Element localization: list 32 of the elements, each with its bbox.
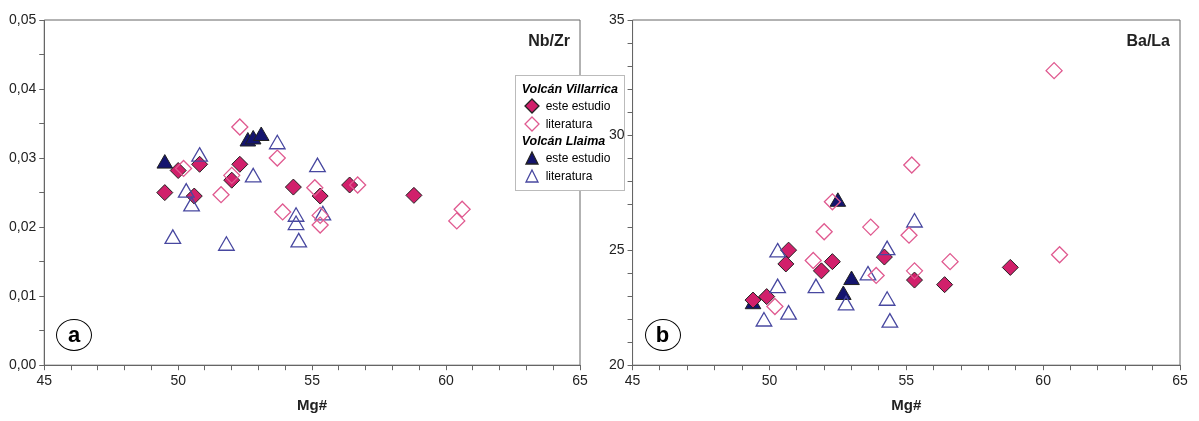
y-tick-label: 0,01 <box>9 287 37 304</box>
x-tick-label: 50 <box>761 372 778 389</box>
y-tick-label: 0,02 <box>9 217 37 234</box>
legend-label: este estudio <box>545 99 611 113</box>
x-tick-label: 60 <box>438 372 455 389</box>
legend-label: literatura <box>545 169 593 183</box>
x-tick-label: 55 <box>304 372 321 389</box>
legend-label: literatura <box>545 117 593 131</box>
x-tick-label: 55 <box>898 372 915 389</box>
annotation: Volcán Villarrica <box>521 82 618 96</box>
text: Ba/La <box>1126 32 1171 50</box>
y-tick-label: 20 <box>608 356 625 373</box>
x-axis-title: Mg# <box>297 396 328 414</box>
x-tick-label: 65 <box>1172 372 1188 389</box>
x-tick-label: 50 <box>170 372 187 389</box>
annotation: b <box>644 319 681 352</box>
annotation: Volcán Llaima <box>521 134 606 148</box>
x-axis-title: Mg# <box>891 396 922 414</box>
annotation: a <box>56 319 93 352</box>
y-tick-label: 0,04 <box>9 79 37 96</box>
x-tick-label: 45 <box>36 372 53 389</box>
y-tick-label: 25 <box>608 240 625 257</box>
x-tick-label: 65 <box>572 372 588 389</box>
x-tick-label: 60 <box>1035 372 1052 389</box>
text: Nb/Zr <box>528 32 570 50</box>
y-tick-label: 0,03 <box>9 148 37 165</box>
legend-label: este estudio <box>545 151 611 165</box>
x-tick-label: 45 <box>624 372 641 389</box>
y-tick-label: 0,00 <box>9 356 37 373</box>
y-tick-label: 30 <box>608 125 625 142</box>
y-tick-label: 0,05 <box>9 10 37 27</box>
y-tick-label: 35 <box>608 10 625 27</box>
